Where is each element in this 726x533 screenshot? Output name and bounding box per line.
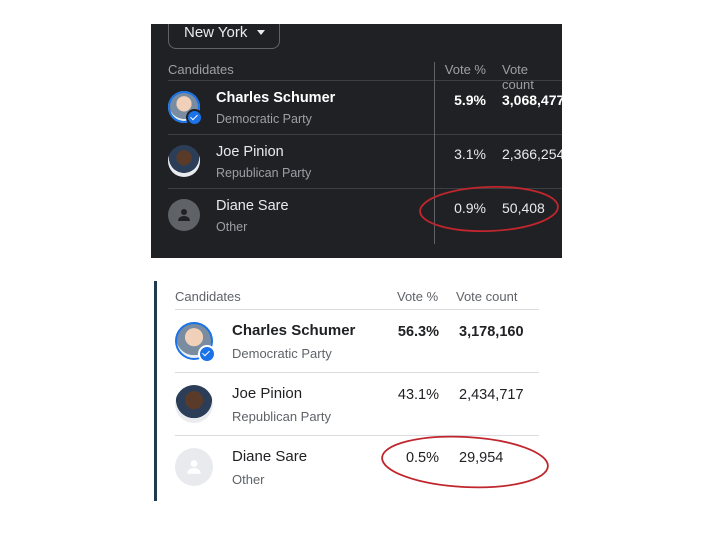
caret-down-icon bbox=[257, 29, 266, 35]
header-vote-pct: Vote % bbox=[444, 62, 486, 77]
vote-pct: 5.9% bbox=[454, 92, 486, 108]
candidate-row-sare[interactable]: Diane Sare Other 0.9% 50,408 bbox=[168, 188, 562, 243]
candidate-name: Joe Pinion bbox=[232, 385, 303, 402]
vote-count: 2,434,717 bbox=[459, 387, 524, 403]
vote-pct: 3.1% bbox=[454, 146, 486, 162]
results-header: Candidates Vote % Vote count bbox=[175, 287, 539, 311]
candidate-party: Democratic Party bbox=[216, 112, 312, 126]
candidate-photo-schumer bbox=[168, 91, 203, 126]
candidate-row-schumer[interactable]: Charles Schumer Democratic Party 56.3% 3… bbox=[175, 309, 539, 372]
vote-pct: 56.3% bbox=[397, 324, 439, 340]
column-divider bbox=[434, 62, 435, 244]
candidate-photo-pinion bbox=[168, 145, 200, 177]
header-vote-count: Vote count bbox=[456, 289, 518, 304]
vote-count: 2,366,254 bbox=[502, 146, 562, 162]
vote-count: 50,408 bbox=[502, 200, 545, 216]
vote-pct: 43.1% bbox=[397, 387, 439, 403]
light-results-panel: Candidates Vote % Vote count Charles Sch… bbox=[154, 281, 574, 503]
candidate-name: Joe Pinion bbox=[216, 144, 284, 160]
candidate-party: Other bbox=[232, 472, 265, 487]
state-dropdown[interactable]: New York bbox=[168, 24, 281, 49]
dark-results-panel: New York Candidates Vote % Vote count Ch… bbox=[151, 24, 562, 258]
candidate-party: Republican Party bbox=[216, 166, 312, 180]
candidate-name: Diane Sare bbox=[216, 198, 289, 214]
person-placeholder-icon bbox=[175, 448, 213, 486]
candidate-name: Charles Schumer bbox=[232, 322, 356, 339]
candidate-row-sare[interactable]: Diane Sare Other 0.5% 29,954 bbox=[175, 435, 539, 498]
candidate-row-schumer[interactable]: Charles Schumer Democratic Party 5.9% 3,… bbox=[168, 80, 562, 135]
vote-pct: 0.5% bbox=[405, 450, 439, 466]
verified-check-icon bbox=[186, 109, 203, 126]
candidate-name: Diane Sare bbox=[232, 448, 308, 465]
candidate-photo-pinion bbox=[175, 385, 213, 423]
candidate-row-pinion[interactable]: Joe Pinion Republican Party 3.1% 2,366,2… bbox=[168, 134, 562, 189]
accent-bar bbox=[154, 281, 157, 501]
candidate-party: Republican Party bbox=[232, 409, 331, 424]
state-dropdown-label: New York bbox=[184, 24, 248, 41]
vote-count: 29,954 bbox=[459, 450, 504, 466]
header-vote-pct: Vote % bbox=[397, 289, 439, 304]
vote-pct: 0.9% bbox=[454, 200, 486, 216]
candidate-photo-schumer bbox=[175, 322, 216, 363]
vote-count: 3,178,160 bbox=[459, 324, 524, 340]
header-candidates: Candidates bbox=[175, 289, 241, 304]
results-header: Candidates Vote % Vote count bbox=[168, 60, 562, 92]
candidate-party: Other bbox=[216, 220, 248, 234]
person-placeholder-icon bbox=[168, 199, 200, 231]
candidate-name: Charles Schumer bbox=[216, 90, 336, 106]
header-candidates: Candidates bbox=[168, 62, 234, 77]
verified-check-icon bbox=[198, 345, 216, 363]
vote-count: 3,068,477 bbox=[502, 92, 562, 108]
candidate-party: Democratic Party bbox=[232, 346, 332, 361]
candidate-row-pinion[interactable]: Joe Pinion Republican Party 43.1% 2,434,… bbox=[175, 372, 539, 435]
